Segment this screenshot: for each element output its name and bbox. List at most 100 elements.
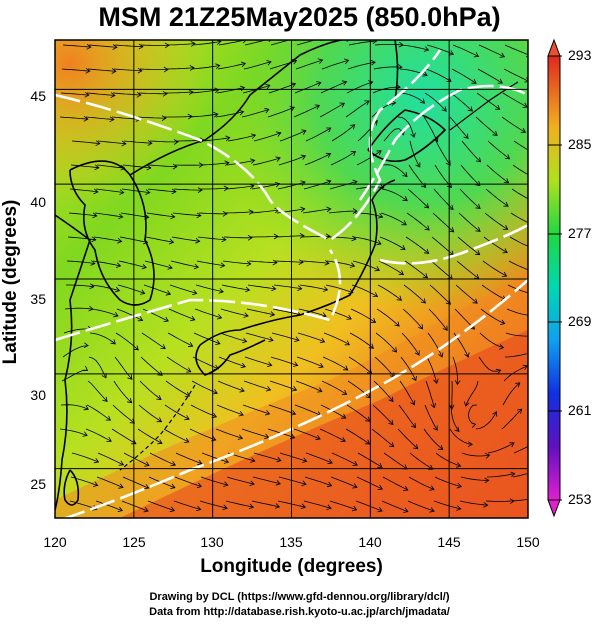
y-tick-label: 35 — [30, 291, 46, 307]
streamline — [487, 442, 515, 454]
streamline — [66, 284, 94, 288]
streamline-arrow — [530, 268, 535, 273]
streamline-arrow — [197, 459, 203, 466]
streamline — [60, 92, 89, 96]
streamline-arrow — [242, 40, 247, 44]
streamline-arrow — [133, 345, 139, 351]
streamline-arrow — [422, 71, 428, 77]
streamline-arrow — [532, 199, 537, 204]
streamline — [169, 284, 197, 294]
streamline-arrow — [111, 68, 117, 74]
streamline — [510, 212, 528, 224]
streamline — [482, 260, 507, 277]
streamline — [70, 164, 99, 169]
streamline — [486, 473, 515, 478]
streamline — [475, 116, 498, 136]
streamline — [251, 500, 280, 508]
streamline-arrow — [411, 375, 417, 382]
streamline — [144, 260, 173, 269]
streamline-arrow — [239, 387, 245, 393]
streamline-arrow — [454, 380, 461, 386]
streamline-arrow — [510, 471, 516, 478]
colorbar-tick-label: 261 — [568, 402, 592, 418]
streamline — [115, 332, 139, 351]
streamline-arrow — [197, 187, 203, 193]
streamline — [95, 500, 123, 511]
streamline-arrow — [249, 480, 255, 486]
streamline — [200, 187, 229, 190]
streamline-arrow — [530, 334, 534, 339]
streamline — [429, 284, 451, 305]
streamline — [330, 151, 356, 166]
y-tick-label: 25 — [30, 476, 46, 492]
streamline — [350, 308, 376, 323]
streamline — [114, 356, 133, 380]
streamline-arrow — [290, 410, 297, 416]
streamline-arrow — [536, 469, 541, 474]
streamline — [295, 59, 323, 70]
streamline — [381, 188, 408, 202]
streamline — [346, 81, 373, 94]
streamline — [94, 212, 123, 218]
streamline-arrow — [237, 434, 244, 440]
streamline — [345, 428, 370, 445]
streamline — [303, 180, 331, 190]
streamline-arrow — [110, 339, 116, 345]
streamline — [401, 332, 420, 356]
streamline-arrow — [374, 266, 380, 272]
streamline-arrow — [171, 188, 177, 195]
streamline-arrow — [238, 109, 245, 116]
streamline-arrow — [90, 260, 96, 266]
streamline-arrow — [273, 233, 279, 240]
streamline — [121, 500, 149, 512]
streamline — [250, 209, 279, 214]
streamline-arrow — [415, 162, 421, 168]
streamline-arrow — [276, 131, 282, 137]
streamline — [252, 476, 281, 485]
streamline-arrow — [509, 442, 515, 448]
streamline — [504, 44, 528, 56]
streamline-arrow — [196, 505, 202, 512]
streamline-arrow — [429, 485, 435, 491]
streamline-arrow — [473, 52, 480, 58]
streamline-arrow — [319, 337, 326, 344]
streamline-arrow — [156, 394, 162, 400]
streamline-arrow — [413, 444, 419, 450]
streamline — [96, 164, 125, 169]
streamline — [220, 308, 249, 317]
streamline — [431, 236, 454, 256]
streamline-arrow — [95, 140, 101, 147]
streamline — [475, 411, 497, 430]
streamline — [200, 162, 229, 166]
streamline-arrow — [212, 389, 218, 395]
streamline-arrow — [494, 104, 501, 110]
streamline — [243, 61, 272, 70]
streamline — [379, 236, 406, 250]
streamline-arrow — [403, 485, 409, 491]
streamline-arrow — [429, 507, 435, 513]
streamline-arrow — [419, 98, 426, 104]
streamline — [95, 188, 124, 193]
streamline — [397, 116, 415, 138]
streamline-arrow — [515, 382, 521, 388]
streamline — [456, 260, 480, 279]
streamline — [171, 236, 200, 242]
y-tick-label: 30 — [30, 387, 46, 403]
streamline — [85, 428, 112, 442]
streamline — [267, 106, 295, 118]
streamline — [406, 212, 430, 231]
streamline-arrow — [388, 442, 395, 448]
colorbar-min-arrow — [547, 499, 561, 518]
streamline-arrow — [276, 456, 282, 463]
streamline — [270, 356, 298, 366]
colorbar — [547, 38, 562, 518]
streamline-arrow — [169, 506, 176, 513]
streamline-arrow — [221, 236, 227, 243]
streamline-arrow — [117, 238, 123, 244]
streamline — [465, 380, 479, 407]
streamline-arrow — [456, 482, 463, 489]
streamline — [97, 140, 126, 145]
streamline — [248, 260, 277, 264]
streamline-arrow — [131, 439, 137, 445]
streamline — [478, 44, 505, 58]
